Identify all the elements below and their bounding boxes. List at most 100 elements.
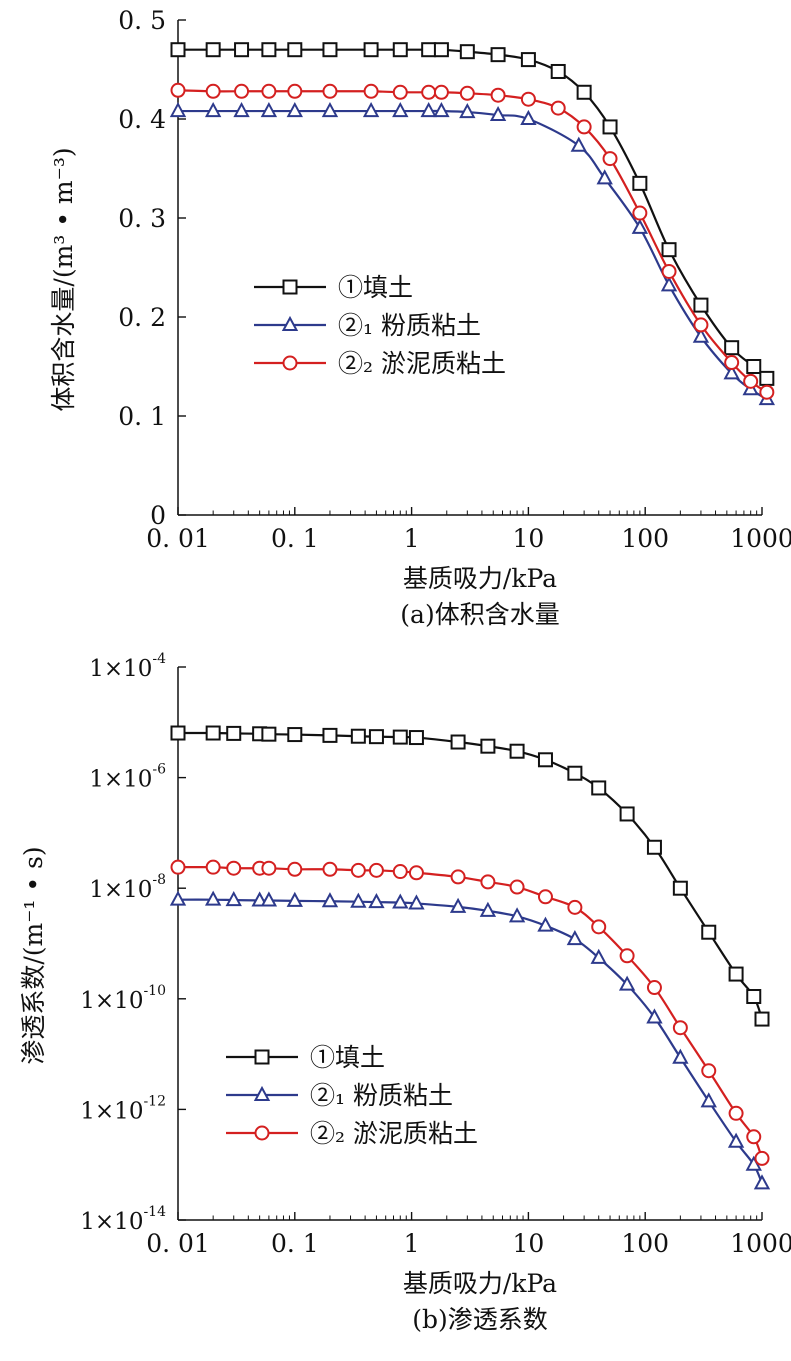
data-point <box>754 1150 770 1166</box>
x-tick-label: 0. 1 <box>271 1229 319 1258</box>
data-point <box>322 861 338 877</box>
data-point <box>660 276 678 292</box>
data-point <box>234 83 250 99</box>
data-point <box>701 1063 717 1079</box>
y-tick-label: 1×10-14 <box>80 1204 166 1235</box>
data-point <box>591 780 607 796</box>
data-point <box>567 899 583 915</box>
data-point <box>632 175 648 191</box>
data-point <box>672 880 688 896</box>
x-tick-label: 10 <box>512 524 544 553</box>
data-point <box>661 263 677 279</box>
y-tick-label: 1×10-12 <box>80 1093 166 1124</box>
legend-marker <box>282 355 298 371</box>
data-point <box>567 765 583 781</box>
y-tick-exponent: -8 <box>152 872 166 888</box>
y-tick-base: 1×10 <box>89 767 152 793</box>
y-tick-label: 1×10-10 <box>80 983 166 1014</box>
x-tick-label: 1000 <box>730 1229 791 1258</box>
legend-label: ②₁ 粉质粘土 <box>310 1081 453 1110</box>
data-point <box>537 916 554 932</box>
data-point <box>646 1008 663 1024</box>
series-line <box>177 731 764 1020</box>
data-point <box>205 859 221 875</box>
data-point <box>322 42 338 58</box>
legend: ①填土 ②₁ 粉质粘土 ②₂ 淤泥质粘土 <box>254 273 506 378</box>
data-point <box>700 1092 717 1108</box>
y-tick-exponent: -14 <box>143 1204 166 1220</box>
data-point <box>693 317 709 333</box>
data-point <box>480 738 496 754</box>
series-2 <box>169 890 771 1190</box>
y-axis-label: 体积含水量/(m³ • m⁻³) <box>49 147 78 411</box>
data-point <box>170 82 186 98</box>
x-tick-label: 1 <box>404 524 420 553</box>
data-point <box>490 87 506 103</box>
data-point <box>392 864 408 880</box>
x-tick-label: 100 <box>621 1229 669 1258</box>
chart-panel-b: 0. 01 0. 1 1 10 100 10001×10-41×10-61×10-81×1… <box>19 651 791 1334</box>
data-point <box>693 297 709 313</box>
data-point <box>408 865 424 881</box>
y-tick-label: 0. 2 <box>118 303 166 332</box>
data-point <box>368 862 384 878</box>
data-point <box>746 1129 762 1145</box>
data-point <box>728 966 744 982</box>
data-point <box>169 101 187 118</box>
data-point <box>550 100 566 116</box>
data-point <box>433 84 449 100</box>
data-point <box>392 101 409 118</box>
data-point <box>520 91 536 107</box>
data-point <box>204 890 222 906</box>
data-point <box>743 373 759 389</box>
data-point <box>646 839 662 855</box>
data-point <box>363 83 379 99</box>
y-tick-label: 1×10-4 <box>89 651 166 682</box>
data-point <box>479 901 497 917</box>
data-point <box>619 948 635 964</box>
data-point <box>724 340 740 356</box>
y-tick-exponent: -10 <box>143 983 166 999</box>
y-tick-base: 1×10 <box>80 1209 143 1235</box>
data-point <box>350 862 366 878</box>
data-point <box>759 384 775 400</box>
data-point <box>170 42 186 58</box>
data-point <box>508 907 526 923</box>
series-line <box>177 89 768 394</box>
data-point <box>321 101 339 118</box>
data-point <box>509 879 525 895</box>
chart-panel-a: 0. 01 0. 1 1 10 100 1000 0 0. 1 0. 2 0. 3 0. 4 0. 5… <box>49 6 791 629</box>
legend: ①填土 ②₁ 粉质粘土 ②₂ 淤泥质粘土 <box>226 1043 478 1148</box>
data-point <box>350 728 366 744</box>
data-point <box>459 44 475 60</box>
data-point <box>746 359 762 374</box>
y-tick-base: 1×10 <box>89 877 152 903</box>
data-point <box>226 860 242 876</box>
data-point <box>421 84 437 100</box>
series-line <box>177 48 768 380</box>
y-tick-label: 0. 4 <box>118 105 166 134</box>
x-axis-label: 基质吸力/kPa <box>403 1269 557 1298</box>
data-point <box>754 1011 770 1027</box>
x-tick-label: 1 <box>404 1229 420 1258</box>
data-point <box>261 42 277 58</box>
data-point <box>205 725 221 741</box>
data-point <box>350 892 367 908</box>
data-point <box>363 42 379 58</box>
legend-marker <box>281 315 299 331</box>
data-point <box>287 727 303 743</box>
data-point <box>591 919 607 935</box>
data-point <box>618 975 636 991</box>
data-point <box>260 891 278 907</box>
data-point <box>727 1132 745 1148</box>
x-tick-label: 0. 1 <box>271 524 319 553</box>
y-tick-label: 0. 5 <box>118 6 166 35</box>
data-point <box>570 136 587 152</box>
x-tick-label: 100 <box>621 524 669 553</box>
data-point <box>322 727 338 743</box>
data-point <box>368 893 385 909</box>
chart-caption: (b)渗透系数 <box>412 1305 548 1334</box>
legend-label: ②₁ 粉质粘土 <box>338 311 481 340</box>
y-tick-exponent: -6 <box>152 762 166 778</box>
data-point <box>759 370 775 386</box>
